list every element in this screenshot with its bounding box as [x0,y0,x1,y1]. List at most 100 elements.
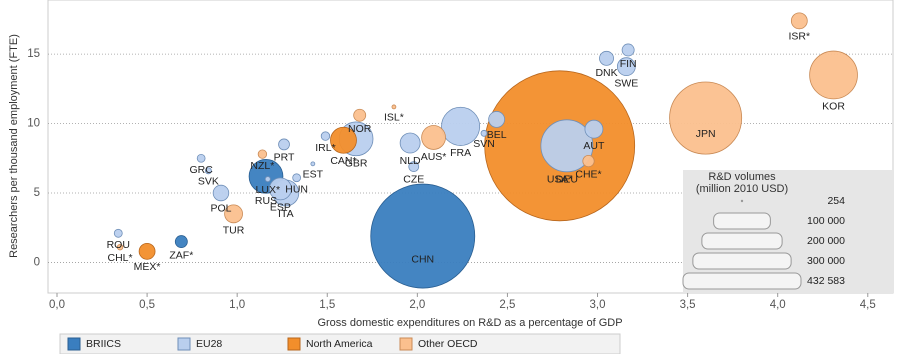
bubble [391,104,397,110]
size-legend-title: R&D volumes [708,171,776,183]
bubble-label: ESP [270,202,291,214]
legend-swatch [399,337,413,351]
bubble [204,167,212,175]
bubble-label: ROU [107,239,130,251]
x-tick-label: 2,5 [499,299,515,311]
bubble-label: PRT [274,152,295,164]
bubble-label: LUX* [256,184,281,196]
bubble [480,129,488,137]
bubble-label: RUS [255,195,277,207]
bubble-label: ISR* [789,31,811,43]
bubble [310,161,316,167]
bubble-label: FRA [450,147,471,159]
bubble-label: CHL* [108,252,133,264]
bubble-label: ZAF* [169,249,193,261]
bubble-label: SWE [614,77,638,89]
bubble-labels: USA* CHN JPN DEU KOR FRA RUS GBR ITA CAN* AUS* ESP N… [107,31,846,274]
size-legend-mark [692,252,792,270]
bubble-label: CHE* [575,169,601,181]
bubble-label: ITA [278,208,294,220]
bubble-label: POL [210,203,231,215]
legend-label: North America [306,338,373,350]
x-axis-title: Gross domestic expenditures on R&D as a … [317,317,622,329]
bubble [116,243,124,251]
legend-swatch [67,337,81,351]
legend-label: BRIICS [86,338,121,350]
bubble [790,12,808,30]
size-legend-mark [713,212,771,230]
bubble [584,119,604,139]
bubble-label: USA* [547,173,573,185]
bubble-label: CHN [411,253,434,265]
bubble-label: AUT [583,140,605,152]
size-legend-title: (million 2010 USD) [696,183,788,195]
y-tick-label: 10 [27,118,40,130]
bubble [320,131,331,141]
bubble [488,111,506,128]
bubble [408,161,420,173]
x-tick-label: 3,5 [680,299,696,311]
x-tick-label: 1,0 [229,299,245,311]
bubble-label: CZE [403,173,424,185]
y-tick-label: 5 [34,187,40,199]
bubble [353,108,367,122]
bubble [278,138,290,151]
bubble-label: HUN [285,183,308,195]
legend: BRIICS EU28 North America Other OECD [67,337,478,351]
size-legend-mark [701,232,783,250]
y-axis-title: Researchers per thousand employment (FTE… [8,34,20,258]
bubble-label: EST [303,169,324,181]
x-tick-label: 0,0 [49,299,65,311]
bubble [809,50,858,100]
size-legend-label: 300 000 [807,255,845,267]
grid: 0 5 10 15 0,0 0,5 1,0 1,5 2,0 2,5 3,0 3,5 4,0 4,5 [27,48,893,311]
bubble [330,126,357,154]
bubble-label: GBR [345,158,368,170]
bubble-label: AUS* [421,151,447,163]
bubble-label: FIN [620,58,637,70]
bubble [621,43,635,57]
size-legend-mark [740,199,744,203]
bubble-label: BEL [487,129,507,141]
y-tick-label: 0 [34,256,40,268]
bubble [441,106,481,146]
bubble [212,184,230,202]
bubble-label: NLD [400,155,421,167]
bubble [616,57,636,77]
bubble-label: SVN [473,138,495,150]
x-tick-label: 0,5 [139,299,155,311]
legend-label: Other OECD [418,338,478,350]
bubble-label: NZL* [250,160,274,172]
x-tick-label: 4,0 [770,299,786,311]
bubble-label: DNK [595,67,617,79]
size-legend-label: 432 583 [807,275,845,287]
bubble [257,149,268,159]
bubble [669,81,743,155]
bubble-label: KOR [822,101,845,113]
y-tick-label: 15 [27,48,40,60]
size-legend-mark [682,272,802,290]
bubble [113,228,123,238]
size-legend-label: 254 [827,195,845,207]
legend-label: EU28 [196,338,222,350]
bubble-label: MEX* [134,261,161,273]
bubble [196,153,206,163]
bubble [599,50,614,66]
bubble-label: JPN [696,128,716,140]
legend-swatch [177,337,191,351]
bubble-label: ISL* [384,112,404,124]
bubble-label: TUR [223,225,245,237]
x-tick-label: 1,5 [319,299,335,311]
size-legend: R&D volumes (million 2010 USD) 254 100 00… [682,170,893,293]
bubble-label: CAN* [330,155,356,167]
bubble-label: DEU [556,174,578,186]
bubble [582,154,595,168]
bubble [138,242,156,260]
bubble [399,132,421,154]
size-legend-label: 100 000 [807,215,845,227]
x-tick-label: 2,0 [409,299,425,311]
bubble [292,173,301,183]
bubble [264,176,271,183]
legend-swatch [287,337,301,351]
